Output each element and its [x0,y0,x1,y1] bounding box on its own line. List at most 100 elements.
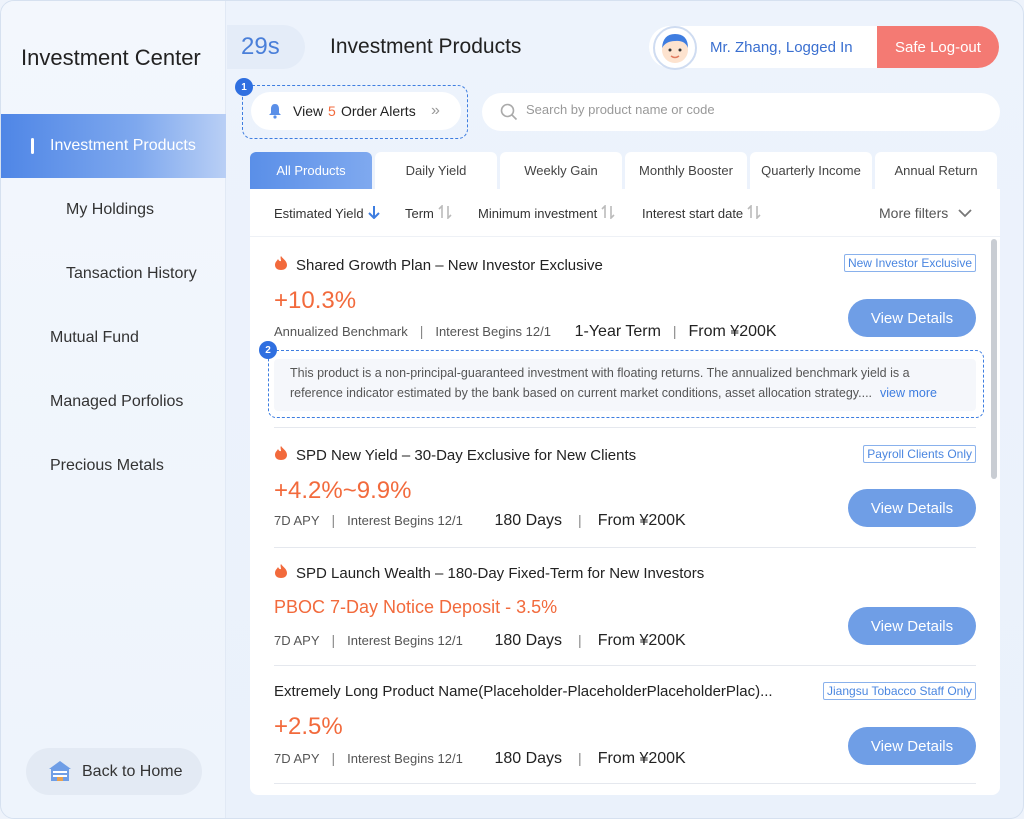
product-title: SPD New Yield – 30-Day Exclusive for New… [274,445,636,465]
sort-icon [601,204,615,222]
view-details-button[interactable]: View Details [848,489,976,527]
alert-suffix: Order Alerts [341,103,416,119]
logout-button[interactable]: Safe Log-out [877,26,999,68]
product-tag: New Investor Exclusive [843,254,976,272]
sidebar: Investment Center Investment Products My… [1,1,226,818]
product-tag: Payroll Clients Only [863,445,976,463]
filter-bar: Estimated Yield Term Minimum investment … [250,189,1000,237]
product-term: 180 Days [494,512,563,529]
product-title-text: Extremely Long Product Name(Placeholder-… [274,683,773,700]
product-meta: 7D APY | Interest Begins 12/1 | 180 Days… [274,750,686,768]
annotation-badge: 1 [235,78,253,96]
rate-label: 7D APY [274,633,320,648]
search-icon [500,103,518,126]
product-meta: 7D APY | Interest Begins 12/1 | 180 Days… [274,632,686,650]
separator: | [331,512,336,528]
sidebar-item-precious-metals[interactable]: Precious Metals [1,434,226,498]
rate-label: 7D APY [274,513,320,528]
product-meta: Annualized Benchmark | Interest Begins 1… [274,323,777,341]
rate-label: 7D APY [274,751,320,766]
tab-quarterly-income[interactable]: Quarterly Income [750,152,872,189]
sidebar-item-my-holdings[interactable]: My Holdings [1,178,226,242]
filter-term[interactable]: Term [405,204,452,222]
active-indicator [31,138,34,154]
alert-highlight [242,85,468,139]
product-tabs: All Products Daily Yield Weekly Gain Mon… [250,152,1000,189]
divider [274,783,976,784]
divider [274,547,976,548]
sort-icon [438,204,452,222]
product-term: 1-Year Term [574,323,661,340]
filter-label: Estimated Yield [274,206,364,221]
risk-disclaimer: This product is a non-principal-guarante… [274,359,976,411]
home-label: Back to Home [82,762,183,780]
product-term: 180 Days [494,750,563,767]
order-alerts-button[interactable]: View 5 Order Alerts » [251,92,461,130]
separator: | [331,750,336,766]
view-details-button[interactable]: View Details [848,607,976,645]
product-title-text: Shared Growth Plan – New Investor Exclus… [296,256,603,274]
sidebar-item-mutual-fund[interactable]: Mutual Fund [1,306,226,370]
tab-monthly-booster[interactable]: Monthly Booster [625,152,747,189]
arrow-down-icon [367,205,380,222]
filter-minimum-investment[interactable]: Minimum investment [478,204,615,222]
search-input[interactable] [526,102,966,117]
fire-icon [274,563,288,583]
product-min: From ¥200K [597,512,686,529]
filter-interest-start-date[interactable]: Interest start date [642,204,761,222]
product-min: From ¥200K [597,750,686,767]
sidebar-item-investment-products[interactable]: Investment Products [1,114,226,178]
product-rate: PBOC 7-Day Notice Deposit - 3.5% [274,597,558,617]
sidebar-item-managed-portfolios[interactable]: Managed Porfolios [1,370,226,434]
separator: | [578,750,582,766]
product-title: Shared Growth Plan – New Investor Exclus… [274,255,603,275]
product-title: Extremely Long Product Name(Placeholder-… [274,683,773,700]
product-title-text: SPD New Yield – 30-Day Exclusive for New… [296,446,637,464]
sidebar-item-label: Tansaction History [66,265,197,282]
product-meta: 7D APY | Interest Begins 12/1 | 180 Days… [274,512,686,530]
interest-begins: Interest Begins 12/1 [347,633,463,648]
alert-prefix: View [293,103,324,119]
bell-icon [267,103,283,122]
tab-weekly-gain[interactable]: Weekly Gain [500,152,622,189]
product-min: From ¥200K [688,323,777,340]
filter-label: Term [405,206,434,221]
fire-icon [274,445,288,465]
alert-count: 5 [328,103,336,119]
scrollbar[interactable] [991,239,997,479]
rate-label: Annualized Benchmark [274,324,408,339]
view-details-button[interactable]: View Details [848,727,976,765]
sidebar-item-label: Mutual Fund [50,329,139,346]
double-chevron-right-icon: » [431,102,440,119]
filter-estimated-yield[interactable]: Estimated Yield [274,205,380,222]
divider [274,427,976,428]
tab-annual-return[interactable]: Annual Return [875,152,997,189]
search-bar [482,93,1000,131]
product-rate: +4.2%~9.9% [274,477,412,504]
separator: | [419,323,424,339]
avatar[interactable] [653,26,697,70]
back-to-home-button[interactable]: Back to Home [26,748,202,795]
sidebar-item-transaction-history[interactable]: Tansaction History [1,242,226,306]
separator: | [331,632,336,648]
view-details-button[interactable]: View Details [848,299,976,337]
filter-label: Interest start date [642,206,744,221]
product-tag: Jiangsu Tobacco Staff Only [823,682,976,700]
product-min: From ¥200K [597,632,686,649]
view-more-link[interactable]: view more [880,386,937,400]
sort-icon [747,204,761,222]
divider [274,665,976,666]
product-title: SPD Launch Wealth – 180-Day Fixed-Term f… [274,563,704,583]
sidebar-item-label: My Holdings [66,201,155,218]
filter-label: Minimum investment [478,206,598,221]
annotation-badge: 2 [259,341,277,359]
tab-all-products[interactable]: All Products [250,152,372,189]
more-filters-button[interactable]: More filters [879,205,972,221]
more-filters-label: More filters [879,205,949,221]
product-title-text: SPD Launch Wealth – 180-Day Fixed-Term f… [296,564,705,582]
separator: | [578,512,582,528]
user-name: Mr. Zhang, Logged In [710,39,853,56]
interest-begins: Interest Begins 12/1 [347,513,463,528]
tab-daily-yield[interactable]: Daily Yield [375,152,497,189]
